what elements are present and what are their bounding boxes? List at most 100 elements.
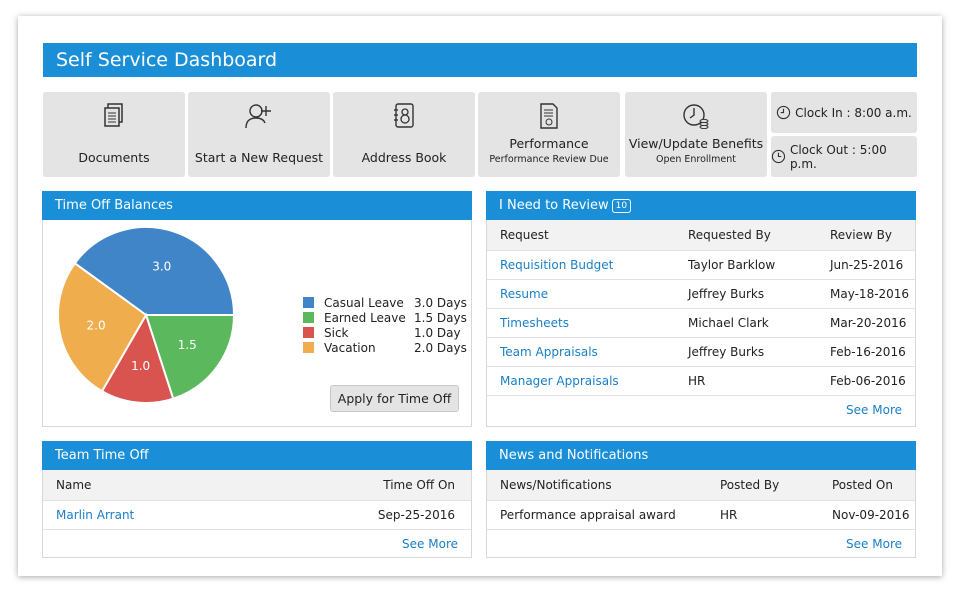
pie-slice xyxy=(73,226,236,316)
news-table: News/Notifications Posted By Posted On P… xyxy=(487,470,915,529)
clock-in-icon xyxy=(777,105,791,120)
pie-slice xyxy=(144,314,236,400)
column-header: Review By xyxy=(817,220,915,250)
tile-sublabel: Performance Review Due xyxy=(489,154,609,165)
pie-slice-label: 3.0 xyxy=(152,259,171,273)
benefits-tile[interactable]: View/Update Benefits Open Enrollment xyxy=(625,92,767,177)
performance-tile[interactable]: Performance Performance Review Due xyxy=(478,92,620,177)
documents-tile[interactable]: Documents xyxy=(43,92,185,177)
team-time-off-title: Team Time Off xyxy=(42,441,472,470)
legend-swatch xyxy=(303,312,314,323)
start-request-tile[interactable]: Start a New Request xyxy=(188,92,330,177)
tile-label: Address Book xyxy=(361,150,447,165)
review-header: I Need to Review 10 xyxy=(486,191,916,220)
table-cell: Performance appraisal award xyxy=(487,499,707,529)
clock-out-button[interactable]: Clock Out : 5:00 p.m. xyxy=(771,136,917,177)
row-link[interactable]: Resume xyxy=(487,278,675,308)
legend-swatch xyxy=(303,327,314,338)
review-title: I Need to Review xyxy=(499,198,609,213)
table-cell: Feb-16-2016 xyxy=(817,336,915,366)
team-see-more-link[interactable]: See More xyxy=(43,529,471,557)
table-row: Timesheets Michael Clark Mar-20-2016 xyxy=(487,307,915,337)
clock-out-label: Clock Out : 5:00 p.m. xyxy=(789,142,887,171)
table-cell: Jeffrey Burks xyxy=(675,336,817,366)
table-cell: Jeffrey Burks xyxy=(675,278,817,308)
team-time-off-panel: Team Time Off Name Time Off On Marlin Ar… xyxy=(42,441,472,558)
table-cell: Taylor Barklow xyxy=(675,249,817,279)
review-table: Request Requested By Review By Requisiti… xyxy=(487,220,915,395)
tile-label: Performance xyxy=(509,136,589,151)
legend-value: 1.0 Day xyxy=(414,325,461,340)
legend-item: Sick 1.0 Day xyxy=(303,325,467,340)
legend-swatch xyxy=(303,297,314,308)
table-cell: HR xyxy=(707,499,819,529)
news-see-more-link[interactable]: See More xyxy=(487,529,915,557)
pie-legend: Casual Leave 3.0 Days Earned Leave 1.5 Days… xyxy=(303,295,467,355)
row-link[interactable]: Requisition Budget xyxy=(487,249,675,279)
row-link[interactable]: Team Appraisals xyxy=(487,336,675,366)
legend-value: 1.5 Days xyxy=(414,310,467,325)
table-cell: Jun-25-2016 xyxy=(817,249,915,279)
table-cell: Michael Clark xyxy=(675,307,817,337)
pie-slice-label: 1.0 xyxy=(131,359,150,373)
benefits-icon xyxy=(682,103,710,133)
address-book-icon xyxy=(393,103,415,133)
legend-value: 2.0 Days xyxy=(414,340,467,355)
pie-slice xyxy=(57,261,148,393)
table-cell: Sep-25-2016 xyxy=(240,499,471,529)
table-row: Performance appraisal award HR Nov-09-2016 xyxy=(487,499,915,529)
page-title: Self Service Dashboard xyxy=(43,43,917,77)
legend-value: 3.0 Days xyxy=(414,295,467,310)
clock-in-label: Clock In : 8:00 a.m. xyxy=(795,105,912,120)
news-title: News and Notifications xyxy=(486,441,916,470)
column-header: Time Off On xyxy=(240,470,471,500)
pie-slice-label: 1.5 xyxy=(178,338,197,352)
column-header: Posted By xyxy=(707,470,819,500)
row-link[interactable]: Timesheets xyxy=(487,307,675,337)
time-off-panel: Time Off Balances 3.0 1.5 1.0 2.0 Casual Le… xyxy=(42,191,472,427)
add-user-icon xyxy=(245,103,273,133)
table-row: Resume Jeffrey Burks May-18-2016 xyxy=(487,278,915,308)
time-off-pie-chart: 3.0 1.5 1.0 2.0 xyxy=(57,226,236,404)
clock-in-button[interactable]: Clock In : 8:00 a.m. xyxy=(771,92,917,133)
table-cell: May-18-2016 xyxy=(817,278,915,308)
address-book-tile[interactable]: Address Book xyxy=(333,92,475,177)
column-header: Requested By xyxy=(675,220,817,250)
table-row: Requisition Budget Taylor Barklow Jun-25-2… xyxy=(487,249,915,279)
legend-item: Earned Leave 1.5 Days xyxy=(303,310,467,325)
review-count-badge: 10 xyxy=(611,199,632,213)
legend-name: Vacation xyxy=(324,340,376,355)
table-row: Marlin Arrant Sep-25-2016 xyxy=(43,499,471,529)
tile-label: View/Update Benefits xyxy=(628,136,764,151)
time-off-title: Time Off Balances xyxy=(42,191,472,220)
news-panel: News and Notifications News/Notification… xyxy=(486,441,916,558)
pie-slice xyxy=(100,312,175,404)
pie-slice-label: 2.0 xyxy=(87,319,106,333)
tile-label: Start a New Request xyxy=(194,150,324,165)
documents-icon xyxy=(103,103,125,133)
legend-item: Vacation 2.0 Days xyxy=(303,340,467,355)
row-link[interactable]: Manager Appraisals xyxy=(487,365,675,395)
apply-time-off-button[interactable]: Apply for Time Off xyxy=(330,385,459,412)
legend-swatch xyxy=(303,342,314,353)
legend-name: Casual Leave xyxy=(324,295,404,310)
table-cell: HR xyxy=(675,365,817,395)
legend-name: Earned Leave xyxy=(324,310,406,325)
clock-out-icon xyxy=(771,149,786,164)
column-header: Name xyxy=(43,470,241,500)
table-cell: Mar-20-2016 xyxy=(817,307,915,337)
tile-sublabel: Open Enrollment xyxy=(655,154,737,165)
performance-doc-icon xyxy=(539,103,559,133)
team-table: Name Time Off On Marlin Arrant Sep-25-201… xyxy=(43,470,471,529)
column-header: News/Notifications xyxy=(487,470,707,500)
review-see-more-link[interactable]: See More xyxy=(487,395,915,423)
row-link[interactable]: Marlin Arrant xyxy=(43,499,241,529)
tile-label: Documents xyxy=(78,150,150,165)
table-row: Team Appraisals Jeffrey Burks Feb-16-2016 xyxy=(487,336,915,366)
column-header: Posted On xyxy=(819,470,915,500)
legend-item: Casual Leave 3.0 Days xyxy=(303,295,467,310)
column-header: Request xyxy=(487,220,675,250)
table-row: Manager Appraisals HR Feb-06-2016 xyxy=(487,365,915,395)
table-cell: Nov-09-2016 xyxy=(819,499,915,529)
table-cell: Feb-06-2016 xyxy=(817,365,915,395)
